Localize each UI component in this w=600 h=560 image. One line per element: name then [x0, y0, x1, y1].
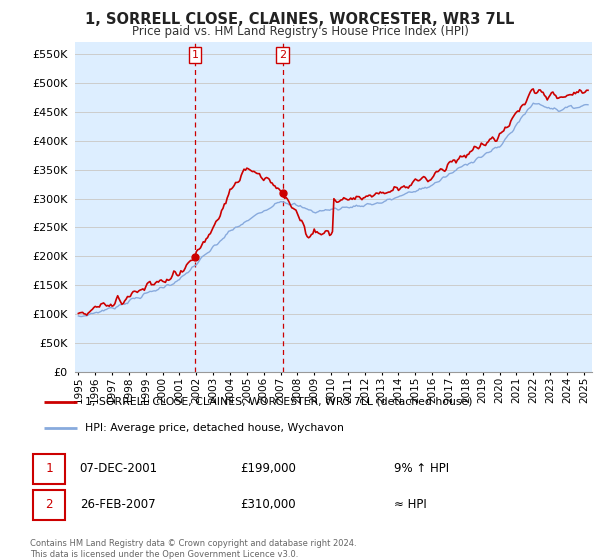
Text: 9% ↑ HPI: 9% ↑ HPI	[394, 462, 449, 475]
Text: ≈ HPI: ≈ HPI	[394, 498, 427, 511]
Text: 2: 2	[45, 498, 53, 511]
Text: 1, SORRELL CLOSE, CLAINES, WORCESTER, WR3 7LL (detached house): 1, SORRELL CLOSE, CLAINES, WORCESTER, WR…	[85, 396, 473, 407]
Text: This data is licensed under the Open Government Licence v3.0.: This data is licensed under the Open Gov…	[30, 550, 298, 559]
FancyBboxPatch shape	[33, 490, 65, 520]
Text: 07-DEC-2001: 07-DEC-2001	[80, 462, 158, 475]
Text: £199,000: £199,000	[240, 462, 296, 475]
Text: 1: 1	[191, 50, 199, 60]
FancyBboxPatch shape	[33, 454, 65, 483]
Text: 2: 2	[279, 50, 286, 60]
Text: HPI: Average price, detached house, Wychavon: HPI: Average price, detached house, Wych…	[85, 423, 344, 433]
Text: 1, SORRELL CLOSE, CLAINES, WORCESTER, WR3 7LL: 1, SORRELL CLOSE, CLAINES, WORCESTER, WR…	[85, 12, 515, 27]
Text: Price paid vs. HM Land Registry's House Price Index (HPI): Price paid vs. HM Land Registry's House …	[131, 25, 469, 38]
Text: £310,000: £310,000	[240, 498, 295, 511]
Text: Contains HM Land Registry data © Crown copyright and database right 2024.: Contains HM Land Registry data © Crown c…	[30, 539, 356, 548]
Text: 1: 1	[45, 462, 53, 475]
Text: 26-FEB-2007: 26-FEB-2007	[80, 498, 155, 511]
